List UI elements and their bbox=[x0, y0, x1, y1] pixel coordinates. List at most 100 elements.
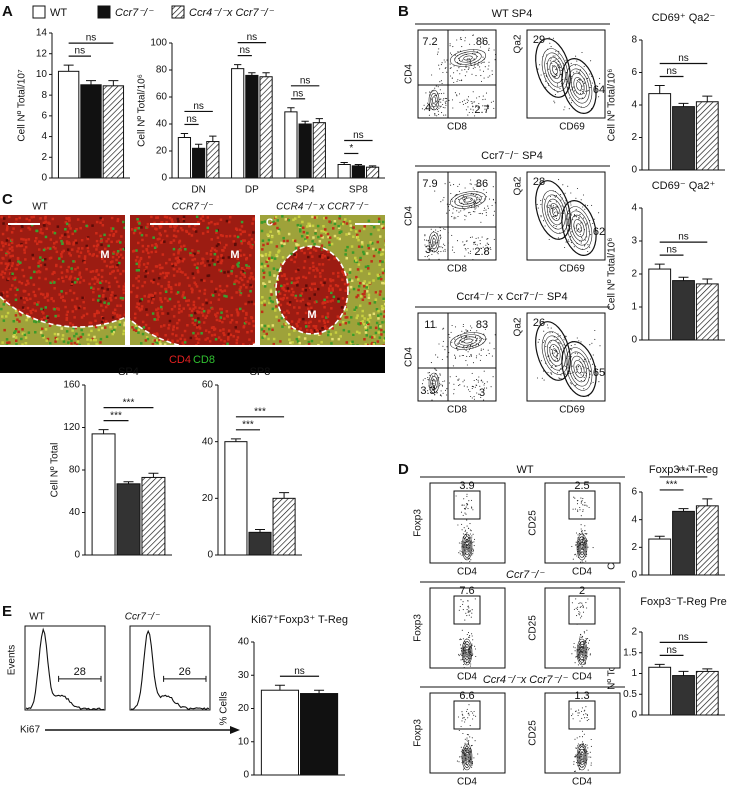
event-dot bbox=[588, 647, 590, 649]
speckle bbox=[114, 230, 118, 233]
event-dot bbox=[451, 200, 453, 202]
event-dot bbox=[555, 201, 557, 203]
speckle bbox=[284, 218, 288, 221]
gate bbox=[561, 58, 597, 114]
speckle bbox=[352, 333, 355, 336]
speckle bbox=[268, 251, 272, 254]
contour bbox=[458, 195, 478, 205]
speckle bbox=[65, 313, 69, 317]
speckle bbox=[115, 240, 119, 243]
speckle bbox=[107, 302, 110, 305]
speckle bbox=[359, 304, 362, 307]
speckle bbox=[207, 309, 210, 312]
event-dot bbox=[458, 378, 460, 380]
contour bbox=[463, 55, 473, 61]
event-dot bbox=[464, 738, 466, 740]
event-dot bbox=[458, 552, 460, 554]
y-tick-label: 0 bbox=[631, 335, 637, 346]
speckle bbox=[339, 335, 342, 338]
speckle bbox=[5, 338, 9, 341]
event-dot bbox=[464, 721, 466, 723]
event-dot bbox=[564, 246, 566, 249]
event-dot bbox=[590, 60, 592, 62]
event-dot bbox=[439, 246, 441, 248]
speckle bbox=[56, 337, 59, 341]
event-dot bbox=[472, 386, 474, 388]
speckle bbox=[155, 265, 159, 268]
event-dot bbox=[464, 742, 466, 744]
event-dot bbox=[461, 330, 463, 332]
event-dot bbox=[579, 230, 581, 232]
speckle bbox=[337, 224, 340, 228]
speckle bbox=[374, 326, 378, 330]
significance-label: ns bbox=[666, 245, 677, 256]
speckle bbox=[144, 323, 148, 327]
speckle bbox=[105, 335, 109, 338]
event-dot bbox=[580, 552, 582, 554]
speckle bbox=[21, 306, 25, 309]
speckle bbox=[296, 312, 299, 315]
speckle bbox=[156, 238, 160, 241]
event-dot bbox=[581, 97, 583, 99]
event-dot bbox=[460, 751, 462, 753]
event-dot bbox=[574, 385, 576, 387]
event-dot bbox=[472, 111, 474, 114]
speckle bbox=[95, 220, 99, 224]
speckle bbox=[59, 236, 62, 240]
event-dot bbox=[460, 725, 462, 728]
event-dot bbox=[463, 498, 465, 500]
event-dot bbox=[445, 104, 447, 106]
speckle bbox=[271, 328, 274, 331]
speckle bbox=[232, 264, 235, 268]
speckle bbox=[136, 286, 139, 290]
speckle bbox=[16, 288, 19, 291]
bar bbox=[284, 111, 298, 179]
speckle bbox=[357, 278, 360, 281]
event-dot bbox=[556, 354, 558, 357]
gate bbox=[561, 341, 597, 397]
speckle bbox=[275, 245, 279, 248]
speckle bbox=[110, 294, 113, 297]
error-bar bbox=[98, 429, 109, 434]
y-axis-label: CD4 bbox=[404, 64, 415, 84]
event-dot bbox=[448, 203, 450, 206]
speckle bbox=[51, 272, 54, 276]
speckle bbox=[342, 320, 345, 324]
speckle bbox=[30, 311, 33, 315]
speckle bbox=[263, 264, 267, 268]
event-dot bbox=[477, 379, 479, 381]
speckle bbox=[93, 314, 96, 318]
event-dot bbox=[582, 91, 584, 93]
speckle bbox=[215, 231, 218, 234]
event-dot bbox=[464, 619, 466, 621]
contour bbox=[573, 77, 585, 95]
speckle bbox=[38, 276, 41, 280]
speckle bbox=[271, 324, 275, 327]
speckle bbox=[209, 257, 213, 261]
event-dot bbox=[587, 747, 589, 749]
speckle bbox=[223, 294, 226, 298]
speckle bbox=[383, 310, 385, 313]
event-dot bbox=[551, 365, 553, 367]
speckle bbox=[191, 254, 195, 257]
speckle bbox=[100, 279, 104, 283]
speckle bbox=[291, 293, 295, 297]
event-dot bbox=[454, 326, 457, 328]
contour bbox=[552, 207, 558, 217]
event-dot bbox=[425, 239, 427, 241]
speckle bbox=[25, 217, 28, 221]
event-dot bbox=[463, 508, 466, 510]
speckle bbox=[112, 252, 115, 255]
speckle bbox=[130, 228, 134, 231]
event-dot bbox=[446, 98, 448, 100]
speckle bbox=[195, 266, 199, 269]
event-dot bbox=[479, 359, 481, 361]
speckle bbox=[122, 248, 125, 251]
speckle bbox=[179, 270, 182, 273]
event-dot bbox=[474, 115, 476, 117]
event-dot bbox=[466, 750, 468, 752]
speckle bbox=[119, 241, 122, 244]
speckle bbox=[154, 227, 157, 230]
speckle bbox=[382, 282, 385, 285]
section-title: Ccr4⁻/⁻ x Ccr7⁻/⁻ SP4 bbox=[456, 291, 567, 303]
